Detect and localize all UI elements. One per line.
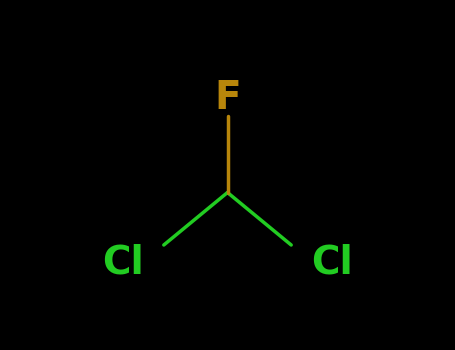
- Text: Cl: Cl: [102, 244, 144, 281]
- Text: Cl: Cl: [311, 244, 353, 281]
- Text: F: F: [214, 79, 241, 117]
